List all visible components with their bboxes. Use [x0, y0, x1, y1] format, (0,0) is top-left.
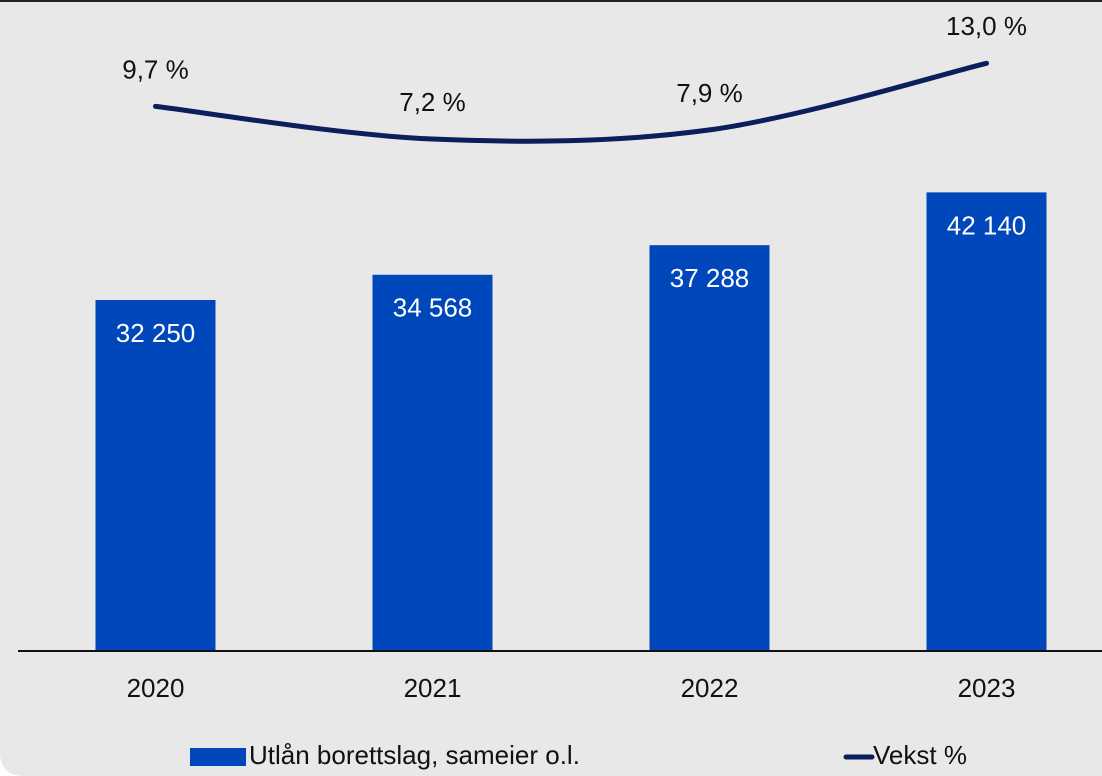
- line: [153, 60, 989, 144]
- line-value-label: 13,0 %: [946, 11, 1027, 41]
- bar: [926, 192, 1047, 651]
- x-tick-label: 2023: [958, 673, 1016, 703]
- legend-label: Utlån borettslag, sameier o.l.: [249, 740, 580, 770]
- line-value-label: 7,2 %: [399, 87, 466, 117]
- bar: [95, 300, 216, 651]
- x-tick-label: 2021: [404, 673, 462, 703]
- bar-value-label: 32 250: [116, 318, 196, 348]
- bar-value-label: 42 140: [947, 210, 1027, 240]
- x-tick-label: 2020: [127, 673, 185, 703]
- bar: [649, 245, 770, 652]
- bar-value-label: 34 568: [393, 293, 473, 323]
- bar: [372, 274, 493, 651]
- x-tick-label: 2022: [681, 673, 739, 703]
- bar-value-label: 37 288: [670, 263, 750, 293]
- line-value-label: 7,9 %: [676, 78, 743, 108]
- line-value-label: 9,7 %: [122, 54, 189, 84]
- legend-swatch: [190, 748, 246, 766]
- legend-label: Vekst %: [873, 740, 967, 770]
